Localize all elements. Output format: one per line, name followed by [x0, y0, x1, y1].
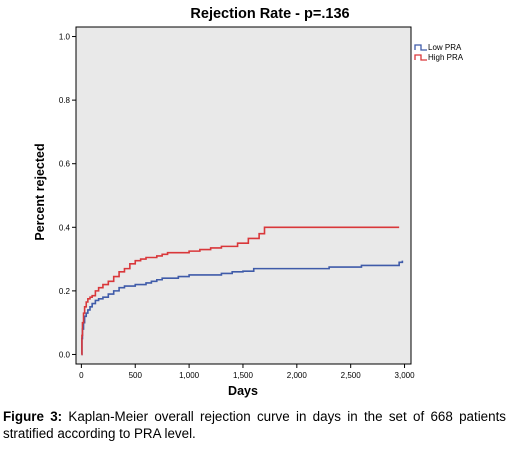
- legend-label: Low PRA: [428, 43, 462, 52]
- legend-swatch: [414, 54, 427, 61]
- x-tick-label: 1,000: [179, 371, 200, 380]
- y-tick-label: 0.6: [59, 160, 71, 169]
- x-axis-ticks: 0 500 1,000 1,500 2,000 2,500 3,000: [79, 364, 415, 380]
- x-tick-label: 500: [129, 371, 143, 380]
- legend-label: High PRA: [428, 53, 464, 62]
- figure-label: Figure 3:: [3, 409, 63, 424]
- x-tick-label: 1,500: [233, 371, 254, 380]
- caption-text: Kaplan-Meier overall rejection curve in …: [3, 409, 506, 441]
- y-tick-label: 0.0: [59, 350, 71, 359]
- y-axis-label: Percent rejected: [33, 143, 47, 240]
- y-axis-ticks: 0.0 0.2 0.4 0.6 0.8 1.0: [59, 33, 76, 359]
- x-tick-label: 2,000: [287, 371, 308, 380]
- x-tick-label: 0: [79, 371, 84, 380]
- y-tick-label: 0.2: [59, 287, 71, 296]
- plot-area-background: [75, 26, 412, 365]
- y-tick-label: 0.8: [59, 96, 71, 105]
- chart-title: Rejection Rate - p=.136: [190, 6, 349, 22]
- series-line-low-pra: [81, 260, 404, 356]
- x-tick-label: 2,500: [341, 371, 362, 380]
- series-line-high-pra: [81, 226, 400, 356]
- figure-caption: Figure 3: Kaplan-Meier overall rejection…: [3, 408, 506, 442]
- x-axis-label: Days: [228, 384, 258, 398]
- y-tick-label: 1.0: [59, 33, 71, 42]
- series-lines: [81, 226, 404, 356]
- x-tick-label: 3,000: [395, 371, 416, 380]
- rejection-rate-chart: Rejection Rate - p=.136 0.0 0.2 0.4 0.6 0.8 1…: [33, 6, 464, 398]
- legend-swatch: [414, 44, 427, 51]
- y-tick-label: 0.4: [59, 223, 71, 232]
